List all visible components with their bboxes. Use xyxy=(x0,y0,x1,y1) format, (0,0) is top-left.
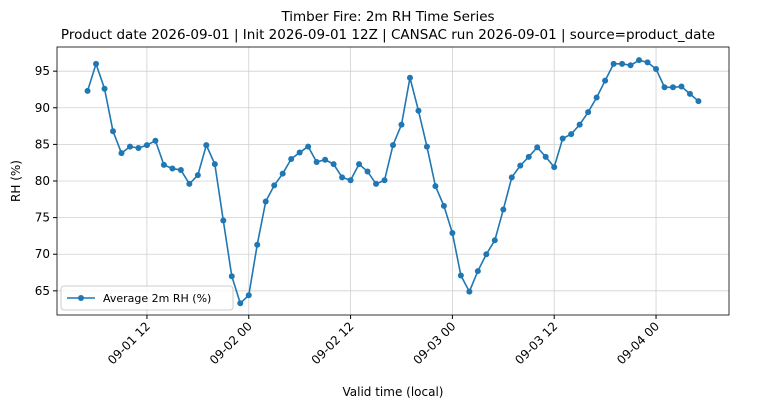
data-point xyxy=(356,161,363,168)
data-point xyxy=(398,121,405,128)
data-point xyxy=(110,128,116,135)
y-tick-label: 95 xyxy=(35,64,50,78)
data-point xyxy=(415,107,422,114)
data-point xyxy=(93,60,100,67)
x-tick-label: 09-03 12 xyxy=(512,319,560,367)
data-point xyxy=(203,142,210,149)
data-point xyxy=(661,84,668,91)
chart-title: Timber Fire: 2m RH Time Series xyxy=(280,9,494,25)
data-point xyxy=(347,177,354,184)
data-point xyxy=(84,87,91,94)
data-point xyxy=(245,292,252,299)
y-tick-label: 85 xyxy=(35,137,50,151)
data-point xyxy=(305,143,312,150)
data-point xyxy=(220,217,227,224)
data-point xyxy=(254,241,261,248)
data-point xyxy=(610,60,617,67)
data-point xyxy=(568,131,575,138)
data-point xyxy=(686,90,693,97)
data-point xyxy=(559,135,566,142)
legend-label: Average 2m RH (%) xyxy=(103,292,211,305)
legend-marker xyxy=(78,295,84,301)
data-point xyxy=(593,94,600,101)
data-point xyxy=(228,273,235,280)
data-point xyxy=(483,251,490,258)
data-point xyxy=(508,174,515,181)
data-point xyxy=(644,59,651,66)
data-point xyxy=(135,145,142,152)
x-tick-label: 09-02 12 xyxy=(309,319,357,367)
chart-subtitle: Product date 2026-09-01 | Init 2026-09-0… xyxy=(61,27,715,43)
y-tick-label: 70 xyxy=(35,247,50,261)
data-point xyxy=(322,156,329,163)
data-point xyxy=(262,198,269,205)
data-point xyxy=(126,143,133,150)
data-point xyxy=(457,272,464,279)
data-point xyxy=(491,237,498,244)
x-tick-label: 09-02 00 xyxy=(207,319,255,367)
data-point xyxy=(313,158,320,165)
data-point xyxy=(500,206,507,213)
data-point xyxy=(152,137,159,144)
x-axis-label: Valid time (local) xyxy=(343,385,444,399)
data-point xyxy=(695,98,702,105)
data-point xyxy=(381,177,388,184)
data-point xyxy=(330,161,337,168)
data-point xyxy=(576,121,583,128)
data-point xyxy=(525,153,532,160)
data-point xyxy=(373,180,380,187)
data-point xyxy=(143,142,150,149)
data-point xyxy=(364,168,371,175)
data-point xyxy=(542,153,549,160)
data-point xyxy=(627,62,634,69)
data-point xyxy=(653,65,660,72)
data-point xyxy=(296,149,303,156)
data-point xyxy=(279,170,286,177)
data-point xyxy=(101,85,108,92)
data-point xyxy=(177,167,184,174)
data-point xyxy=(237,300,244,307)
data-point xyxy=(517,162,524,169)
data-point xyxy=(551,164,558,171)
y-tick-label: 75 xyxy=(35,211,50,225)
data-point xyxy=(160,161,167,168)
data-point xyxy=(186,180,193,187)
data-point xyxy=(636,57,643,64)
plot-frame xyxy=(56,46,730,316)
data-point xyxy=(466,288,473,295)
data-point xyxy=(534,144,541,151)
data-point xyxy=(194,172,201,179)
data-point xyxy=(288,156,295,163)
x-tick-label: 09-03 00 xyxy=(410,319,458,367)
data-point xyxy=(390,142,396,149)
data-point xyxy=(339,174,346,181)
data-point xyxy=(406,74,413,81)
y-axis-label: RH (%) xyxy=(9,160,23,202)
data-point xyxy=(271,182,278,189)
data-point xyxy=(619,60,626,67)
x-tick-label: 09-01 12 xyxy=(105,319,153,367)
y-tick-label: 90 xyxy=(35,101,50,115)
legend-box xyxy=(60,285,234,311)
data-point xyxy=(602,77,609,84)
data-point xyxy=(585,109,592,116)
data-point xyxy=(432,183,439,190)
data-line xyxy=(86,59,699,305)
data-point xyxy=(474,268,481,275)
data-point xyxy=(670,84,676,91)
data-point xyxy=(169,165,176,172)
data-point xyxy=(678,83,685,90)
data-point xyxy=(449,229,456,236)
data-point xyxy=(211,161,218,168)
data-point xyxy=(423,143,430,150)
data-point xyxy=(440,202,447,209)
y-tick-label: 65 xyxy=(35,284,50,298)
y-tick-label: 80 xyxy=(35,174,50,188)
data-point xyxy=(118,150,125,157)
x-tick-label: 09-04 00 xyxy=(614,319,662,367)
